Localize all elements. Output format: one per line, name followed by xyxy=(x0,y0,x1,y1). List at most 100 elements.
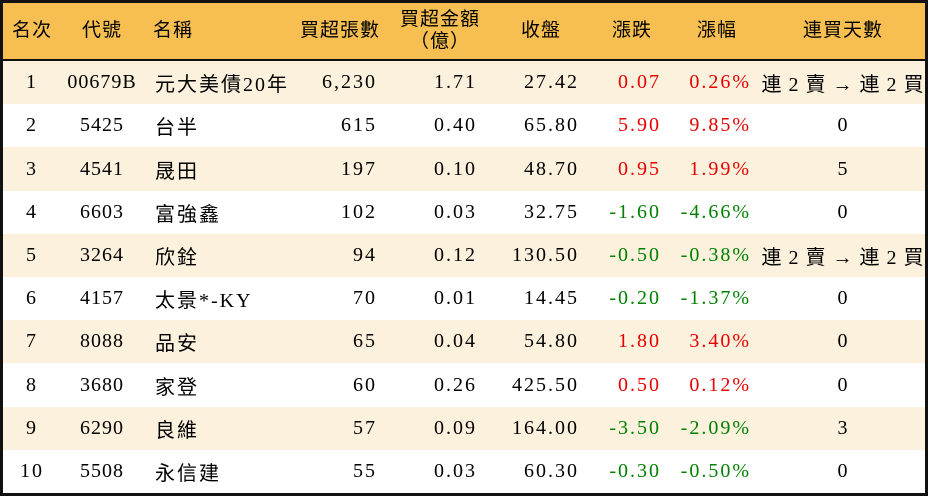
cell-change-pct: 0.12% xyxy=(689,373,751,396)
cell-change: -1.60 xyxy=(609,200,661,223)
table-row: 6 4157 太景*-KY 70 0.01 14.45 -0.20 -1.37% 0 xyxy=(3,277,925,321)
table-row: 5 3264 欣銓 94 0.12 130.50 -0.50 -0.38% 連 2 賣 → 連 … xyxy=(3,233,925,278)
cell-rank: 8 xyxy=(26,373,38,396)
cell-volume: 57 xyxy=(353,416,377,439)
cell-amount: 0.03 xyxy=(434,200,477,223)
cell-change-pct: -4.66% xyxy=(680,200,751,223)
header-change: 漲跌 xyxy=(611,20,652,42)
cell-close: 32.75 xyxy=(524,200,579,223)
cell-change: -0.20 xyxy=(609,287,661,310)
cell-amount: 0.26 xyxy=(434,373,477,396)
cell-volume: 102 xyxy=(341,200,377,223)
cell-volume: 615 xyxy=(341,114,377,137)
table-row: 3 4541 晟田 197 0.10 48.70 0.95 1.99% 5 xyxy=(3,147,925,191)
cell-rank: 5 xyxy=(26,243,38,266)
cell-rank: 4 xyxy=(26,200,38,223)
table-row: 2 5425 台半 615 0.40 65.80 5.90 9.85% 0 xyxy=(3,104,925,148)
cell-code: 00679B xyxy=(67,71,137,94)
cell-name: 晟田 xyxy=(155,160,199,183)
cell-streak: 5 xyxy=(837,157,849,180)
cell-close: 130.50 xyxy=(512,243,579,266)
cell-change-pct: -1.37% xyxy=(680,287,751,310)
cell-rank: 7 xyxy=(26,330,38,353)
cell-change-pct: 9.85% xyxy=(689,114,751,137)
cell-change: 0.07 xyxy=(618,71,661,94)
cell-change-pct: -0.38% xyxy=(680,243,751,266)
cell-name: 欣銓 xyxy=(155,246,199,269)
cell-amount: 0.12 xyxy=(434,243,477,266)
cell-code: 6603 xyxy=(80,200,124,223)
cell-volume: 60 xyxy=(353,373,377,396)
cell-streak: 0 xyxy=(837,330,849,353)
cell-change: 5.90 xyxy=(618,114,661,137)
cell-close: 425.50 xyxy=(512,373,579,396)
header-amount: 買超金額 （億） xyxy=(399,9,480,52)
cell-change: 1.80 xyxy=(618,330,661,353)
cell-change: -3.50 xyxy=(609,416,661,439)
cell-name: 永信建 xyxy=(155,462,221,485)
cell-code: 4157 xyxy=(80,287,124,310)
cell-amount: 0.09 xyxy=(434,416,477,439)
cell-change: -0.30 xyxy=(609,459,661,482)
cell-amount: 0.10 xyxy=(434,157,477,180)
header-streak: 連買天數 xyxy=(802,20,883,42)
cell-streak: 0 xyxy=(837,200,849,223)
cell-name: 家登 xyxy=(155,376,199,399)
cell-volume: 65 xyxy=(353,330,377,353)
cell-amount: 0.40 xyxy=(434,114,477,137)
cell-close: 27.42 xyxy=(524,71,579,94)
cell-volume: 94 xyxy=(353,243,377,266)
header-close: 收盤 xyxy=(520,20,561,42)
header-code: 代號 xyxy=(81,20,122,42)
cell-volume: 70 xyxy=(353,287,377,310)
cell-change: -0.50 xyxy=(609,243,661,266)
cell-close: 48.70 xyxy=(524,157,579,180)
cell-volume: 197 xyxy=(341,157,377,180)
table-row: 8 3680 家登 60 0.26 425.50 0.50 0.12% 0 xyxy=(3,363,925,407)
cell-amount: 1.71 xyxy=(434,71,477,94)
table-header-row: 名次 代號 名稱 買超張數 買超金額 （億） 收盤 漲跌 漲幅 連買天數 xyxy=(3,3,925,61)
cell-code: 3680 xyxy=(80,373,124,396)
header-rank: 名次 xyxy=(11,20,52,42)
cell-amount: 0.03 xyxy=(434,459,477,482)
cell-change: 0.50 xyxy=(618,373,661,396)
cell-streak: 0 xyxy=(837,287,849,310)
cell-code: 4541 xyxy=(80,157,124,180)
cell-name: 富強鑫 xyxy=(155,203,221,226)
table-row: 1 00679B 元大美債20年 6,230 1.71 27.42 0.07 0.26% 連 2… xyxy=(3,61,925,105)
header-name: 名稱 xyxy=(153,20,194,42)
cell-rank: 1 xyxy=(26,71,38,94)
cell-streak: 0 xyxy=(837,373,849,396)
cell-rank: 3 xyxy=(26,157,38,180)
cell-streak: 3 xyxy=(837,416,849,439)
cell-rank: 10 xyxy=(20,459,44,482)
cell-amount: 0.04 xyxy=(434,330,477,353)
table-row: 7 8088 品安 65 0.04 54.80 1.80 3.40% 0 xyxy=(3,320,925,364)
cell-close: 54.80 xyxy=(524,330,579,353)
cell-change-pct: 0.26% xyxy=(689,71,751,94)
cell-close: 65.80 xyxy=(524,114,579,137)
cell-streak: 0 xyxy=(837,459,849,482)
cell-change-pct: -0.50% xyxy=(680,459,751,482)
cell-name: 良維 xyxy=(155,419,199,442)
cell-change-pct: 1.99% xyxy=(689,157,751,180)
cell-code: 5425 xyxy=(80,114,124,137)
cell-rank: 2 xyxy=(26,114,38,137)
header-change-pct: 漲幅 xyxy=(696,20,737,42)
cell-code: 6290 xyxy=(80,416,124,439)
cell-rank: 6 xyxy=(26,287,38,310)
cell-code: 5508 xyxy=(80,459,124,482)
cell-rank: 9 xyxy=(26,416,38,439)
cell-code: 8088 xyxy=(80,330,124,353)
header-volume: 買超張數 xyxy=(299,20,380,42)
cell-close: 60.30 xyxy=(524,459,579,482)
cell-name: 品安 xyxy=(155,333,199,356)
table-row: 9 6290 良維 57 0.09 164.00 -3.50 -2.09% 3 xyxy=(3,406,925,450)
cell-volume: 6,230 xyxy=(322,71,377,94)
cell-streak: 0 xyxy=(837,114,849,137)
cell-streak: 連 2 賣 → 連 2 買 xyxy=(761,74,925,97)
cell-change-pct: 3.40% xyxy=(689,330,751,353)
table-row: 4 6603 富強鑫 102 0.03 32.75 -1.60 -4.66% 0 xyxy=(3,190,925,234)
cell-volume: 55 xyxy=(353,459,377,482)
